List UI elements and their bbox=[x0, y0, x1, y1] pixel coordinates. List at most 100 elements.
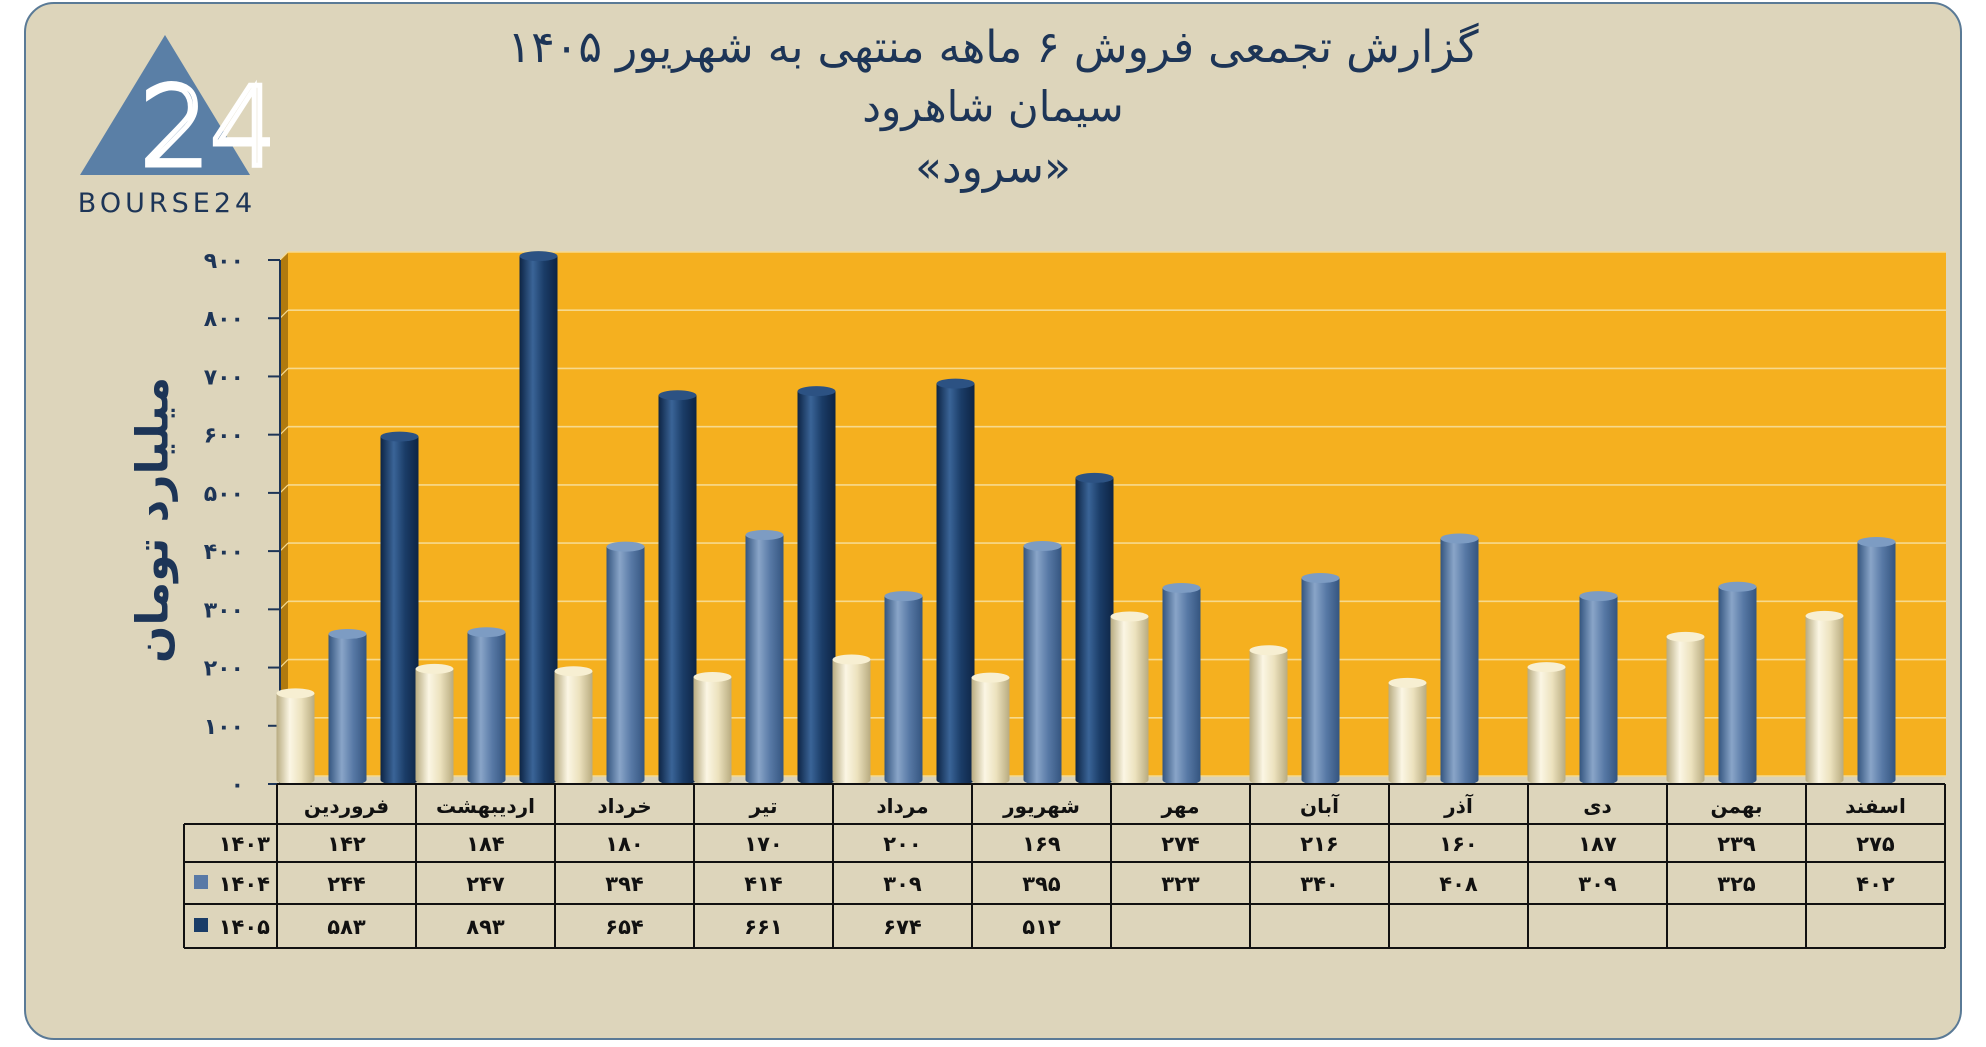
bar-top bbox=[884, 591, 923, 602]
y-gridline-side bbox=[279, 659, 289, 668]
bar-base bbox=[971, 775, 1010, 785]
bar-top bbox=[606, 541, 645, 552]
y-tick-label: ۱۰۰ bbox=[204, 715, 244, 740]
bar-base bbox=[519, 775, 558, 785]
bar-top bbox=[832, 654, 871, 665]
data-label: ۴۰۲ bbox=[1856, 872, 1895, 896]
bar-top bbox=[936, 378, 975, 389]
bar-base bbox=[554, 775, 593, 785]
bar bbox=[1075, 472, 1114, 785]
data-label: ۴۱۴ bbox=[744, 872, 783, 896]
bar-body bbox=[554, 671, 593, 780]
data-label: ۳۰۹ bbox=[1578, 872, 1617, 896]
bar-body bbox=[971, 677, 1010, 780]
bar-top bbox=[971, 672, 1010, 683]
x-category-label: اسفند bbox=[1845, 794, 1906, 818]
bar-base bbox=[1805, 775, 1844, 785]
data-label: ۱۸۷ bbox=[1578, 832, 1617, 856]
y-tick-label: ۹۰۰ bbox=[204, 249, 244, 274]
bar-body bbox=[1110, 616, 1149, 780]
data-label: ۲۷۵ bbox=[1856, 832, 1895, 856]
bar-body bbox=[936, 383, 975, 780]
bar-body bbox=[380, 436, 419, 780]
bar bbox=[1110, 611, 1149, 785]
y-gridline-side bbox=[279, 600, 289, 610]
bar-body bbox=[1301, 578, 1340, 780]
legend-series-label: ۱۴۰۵ bbox=[219, 915, 270, 939]
y-gridline-side bbox=[279, 251, 289, 261]
bar-top bbox=[1075, 472, 1114, 483]
bar-base bbox=[1110, 775, 1149, 785]
data-label: ۲۴۷ bbox=[466, 872, 505, 896]
bar bbox=[884, 591, 923, 785]
bar-base bbox=[936, 775, 975, 785]
x-category-label: اردیبهشت bbox=[436, 794, 535, 818]
bar bbox=[1805, 610, 1844, 785]
bar-top bbox=[1805, 610, 1844, 621]
bar-top bbox=[1023, 541, 1062, 552]
data-label: ۳۹۵ bbox=[1022, 872, 1061, 896]
bar bbox=[328, 628, 367, 785]
bar-body bbox=[797, 391, 836, 780]
bar-base bbox=[415, 775, 454, 785]
bar-body bbox=[467, 632, 506, 780]
bar-body bbox=[1023, 546, 1062, 780]
bar-top bbox=[797, 386, 836, 397]
bar-top bbox=[745, 529, 784, 540]
x-category-label: بهمن bbox=[1710, 794, 1762, 818]
data-label: ۳۲۵ bbox=[1717, 872, 1756, 896]
bar-body bbox=[276, 693, 315, 780]
y-tick-label: ۶۰۰ bbox=[204, 424, 244, 449]
bar-base bbox=[1718, 775, 1757, 785]
bar bbox=[276, 688, 315, 785]
y-tick-label: ۲۰۰ bbox=[204, 657, 244, 682]
y-gridline-side bbox=[279, 309, 289, 319]
bar-base bbox=[1440, 775, 1479, 785]
data-label: ۳۰۹ bbox=[883, 872, 922, 896]
bar-top bbox=[519, 251, 558, 262]
logo-mark: 24 bbox=[140, 63, 270, 191]
data-label: ۲۳۹ bbox=[1717, 832, 1756, 856]
bar-body bbox=[606, 546, 645, 780]
bar-top bbox=[554, 666, 593, 677]
data-label: ۱۸۰ bbox=[605, 832, 643, 856]
bar-base bbox=[1075, 775, 1114, 785]
legend-swatch bbox=[194, 918, 208, 932]
bar bbox=[1718, 581, 1757, 785]
data-label: ۶۵۴ bbox=[605, 915, 644, 939]
data-label: ۴۰۸ bbox=[1439, 872, 1478, 896]
data-label: ۱۴۲ bbox=[327, 832, 366, 856]
bar-base bbox=[467, 775, 506, 785]
bar-base bbox=[1301, 775, 1340, 785]
plot-area bbox=[288, 252, 1946, 776]
data-label: ۵۸۳ bbox=[327, 915, 366, 939]
bar-body bbox=[1075, 477, 1114, 780]
logo-text: BOURSE24 bbox=[77, 188, 257, 219]
bar-base bbox=[797, 775, 836, 785]
bar-top bbox=[1857, 536, 1896, 547]
x-category-label: تیر bbox=[748, 794, 777, 818]
bar bbox=[1388, 677, 1427, 785]
bar bbox=[606, 541, 645, 785]
bar-body bbox=[1440, 538, 1479, 780]
plot-side-wall bbox=[280, 252, 288, 784]
legend-swatch bbox=[194, 875, 208, 889]
bar-body bbox=[1718, 586, 1757, 780]
data-label: ۲۱۶ bbox=[1300, 832, 1338, 856]
bar-top bbox=[1718, 581, 1757, 592]
bar-top bbox=[276, 688, 315, 699]
bar bbox=[380, 431, 419, 785]
legend-series-label: ۱۴۰۴ bbox=[219, 872, 270, 896]
bar-top bbox=[328, 628, 367, 639]
bar bbox=[1301, 573, 1340, 785]
x-category-label: دی bbox=[1583, 794, 1612, 818]
chart-title: گزارش تجمعی فروش ۶ ماهه منتهی به شهریور … bbox=[507, 22, 1479, 73]
bar-body bbox=[1162, 587, 1201, 780]
bar-top bbox=[1666, 631, 1705, 642]
data-label: ۱۷۰ bbox=[744, 832, 782, 856]
data-label: ۱۶۹ bbox=[1022, 832, 1061, 856]
bar-body bbox=[832, 659, 871, 780]
bar-base bbox=[380, 775, 419, 785]
bar-base bbox=[1249, 775, 1288, 785]
